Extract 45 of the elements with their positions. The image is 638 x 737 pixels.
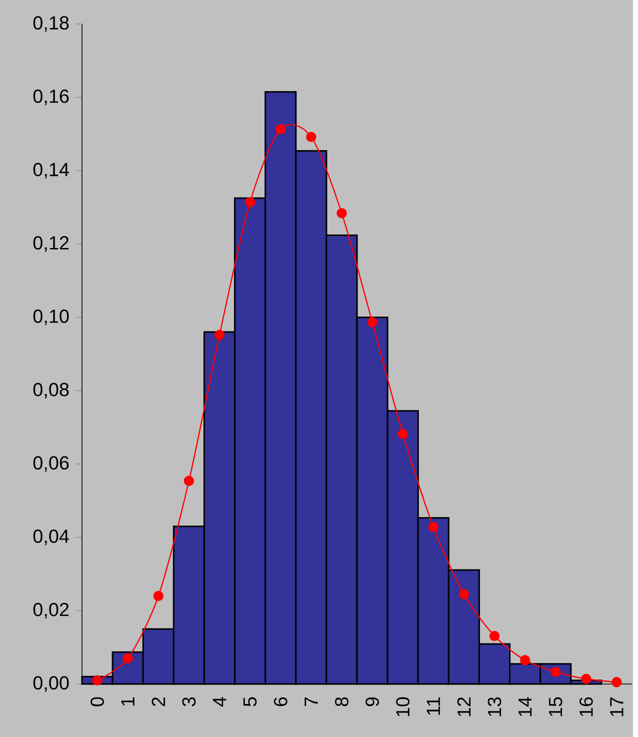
point	[580, 674, 592, 684]
x-tick-label: 11	[426, 697, 440, 715]
point	[336, 208, 347, 218]
x-tick-label: 1	[121, 697, 134, 706]
y-tick-label: 0,08	[33, 382, 69, 398]
x-tick-label: 14	[518, 697, 532, 716]
point	[184, 476, 194, 486]
x-tick-label: 12	[457, 697, 470, 716]
x-tick-label: 17	[610, 697, 624, 716]
x-tick-label: 8	[334, 697, 348, 706]
y-tick-label: 0,14	[33, 162, 69, 178]
y-tick-label: 0,18	[33, 16, 69, 32]
point	[92, 675, 102, 686]
y-tick-label: 0,04	[33, 530, 69, 546]
point	[611, 677, 622, 688]
x-tick-label: 10	[396, 697, 410, 716]
point	[367, 317, 378, 328]
x-tick-label: 16	[579, 697, 593, 716]
x-tick-label: 7	[304, 697, 318, 706]
point	[306, 132, 316, 142]
x-tick-label: 2	[152, 697, 165, 706]
point	[428, 522, 438, 532]
point	[275, 124, 286, 134]
y-tick-label: 0,16	[33, 90, 69, 106]
point	[458, 589, 469, 600]
y-tick-label: 0,02	[33, 602, 68, 618]
point	[398, 428, 408, 440]
y-tick-label: 0,00	[33, 676, 69, 692]
point	[122, 653, 133, 664]
y-tick-label: 0,10	[33, 310, 69, 326]
point	[153, 590, 164, 602]
point	[520, 655, 530, 666]
point	[214, 330, 224, 340]
point	[489, 630, 500, 642]
point	[244, 197, 256, 208]
x-tick-label: 5	[243, 697, 257, 706]
x-tick-label: 0	[90, 697, 104, 706]
y-tick-label: 0,12	[33, 236, 68, 252]
x-tick-label: 9	[365, 697, 379, 706]
x-tick-label: 15	[548, 697, 562, 716]
x-tick-label: 3	[182, 697, 196, 706]
y-tick-label: 0,06	[33, 456, 69, 472]
x-tick-label: 4	[212, 697, 226, 707]
x-tick-label: 6	[274, 697, 288, 706]
x-tick-label: 13	[488, 697, 502, 716]
